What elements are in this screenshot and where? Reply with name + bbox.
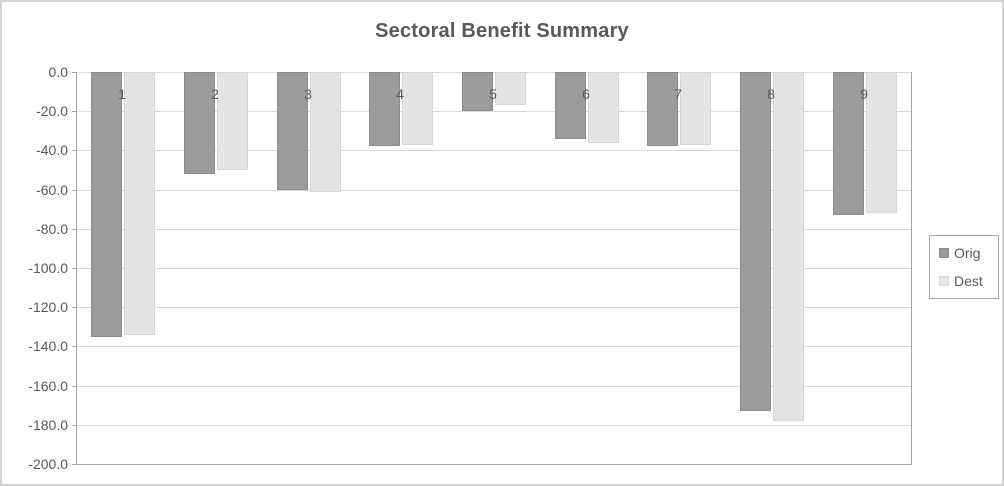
- category-label-7: 7: [674, 86, 682, 102]
- y-axis-tick: [72, 346, 76, 348]
- legend-label-dest: Dest: [954, 273, 983, 289]
- category-label-4: 4: [396, 86, 404, 102]
- legend-marker-orig: [939, 248, 949, 258]
- gridline: [77, 268, 911, 269]
- gridline: [77, 72, 911, 73]
- bar-dest-8: [773, 72, 804, 421]
- y-tick-label: 0.0: [48, 64, 68, 80]
- y-axis-tick: [72, 189, 76, 191]
- y-axis-tick: [72, 464, 76, 465]
- category-label-9: 9: [860, 86, 868, 102]
- gridline: [77, 424, 911, 426]
- y-tick-label: -40.0: [36, 142, 68, 159]
- category-label-1: 1: [118, 86, 126, 102]
- bar-orig-6: [555, 72, 586, 139]
- chart-title: Sectoral Benefit Summary: [375, 20, 629, 42]
- bar-dest-6: [588, 72, 619, 143]
- y-axis-tick: [72, 385, 76, 387]
- bar-orig-2: [184, 72, 215, 174]
- y-axis-tick: [72, 111, 76, 113]
- y-tick-label: -60.0: [36, 181, 68, 198]
- legend: Orig Dest: [929, 235, 999, 299]
- legend-label-orig: Orig: [954, 245, 981, 261]
- gridline: [77, 111, 911, 113]
- gridline: [77, 228, 911, 230]
- bar-orig-5: [462, 72, 493, 111]
- bar-dest-7: [680, 72, 711, 145]
- y-axis-tick: [72, 150, 76, 152]
- y-tick-label: -80.0: [36, 220, 68, 237]
- y-tick-label: -160.0: [28, 377, 68, 394]
- bar-orig-4: [369, 72, 400, 146]
- gridline: [77, 307, 911, 309]
- plot-area: [76, 72, 912, 465]
- y-axis-tick: [72, 424, 76, 426]
- bar-dest-9: [866, 72, 897, 213]
- bar-dest-5: [495, 72, 526, 105]
- bar-orig-3: [277, 72, 308, 190]
- y-tick-label: -120.0: [28, 299, 68, 316]
- legend-item-orig: Orig: [939, 245, 998, 261]
- y-axis-tick: [72, 307, 76, 309]
- bar-orig-1: [91, 72, 122, 337]
- legend-marker-dest: [939, 276, 949, 286]
- y-tick-label: -140.0: [28, 338, 68, 355]
- bar-dest-3: [310, 72, 341, 192]
- category-label-2: 2: [211, 86, 219, 102]
- y-tick-label: -100.0: [28, 260, 68, 276]
- y-tick-label: -200.0: [28, 456, 68, 472]
- y-axis-tick: [72, 268, 76, 269]
- bar-orig-7: [647, 72, 678, 146]
- gridline: [77, 346, 911, 348]
- y-tick-label: -20.0: [36, 103, 68, 120]
- category-label-5: 5: [489, 86, 497, 102]
- y-axis-tick: [72, 228, 76, 230]
- gridline: [77, 150, 911, 152]
- category-label-8: 8: [767, 86, 775, 102]
- y-tick-label: -180.0: [28, 416, 68, 433]
- legend-item-dest: Dest: [939, 273, 998, 289]
- gridline: [77, 189, 911, 191]
- category-label-6: 6: [582, 86, 590, 102]
- category-label-3: 3: [304, 86, 312, 102]
- gridline: [77, 385, 911, 387]
- bar-orig-8: [740, 72, 771, 411]
- bar-orig-9: [833, 72, 864, 215]
- bar-dest-2: [217, 72, 248, 170]
- bar-dest-1: [124, 72, 155, 335]
- bar-dest-4: [402, 72, 433, 145]
- y-axis-tick: [72, 72, 76, 73]
